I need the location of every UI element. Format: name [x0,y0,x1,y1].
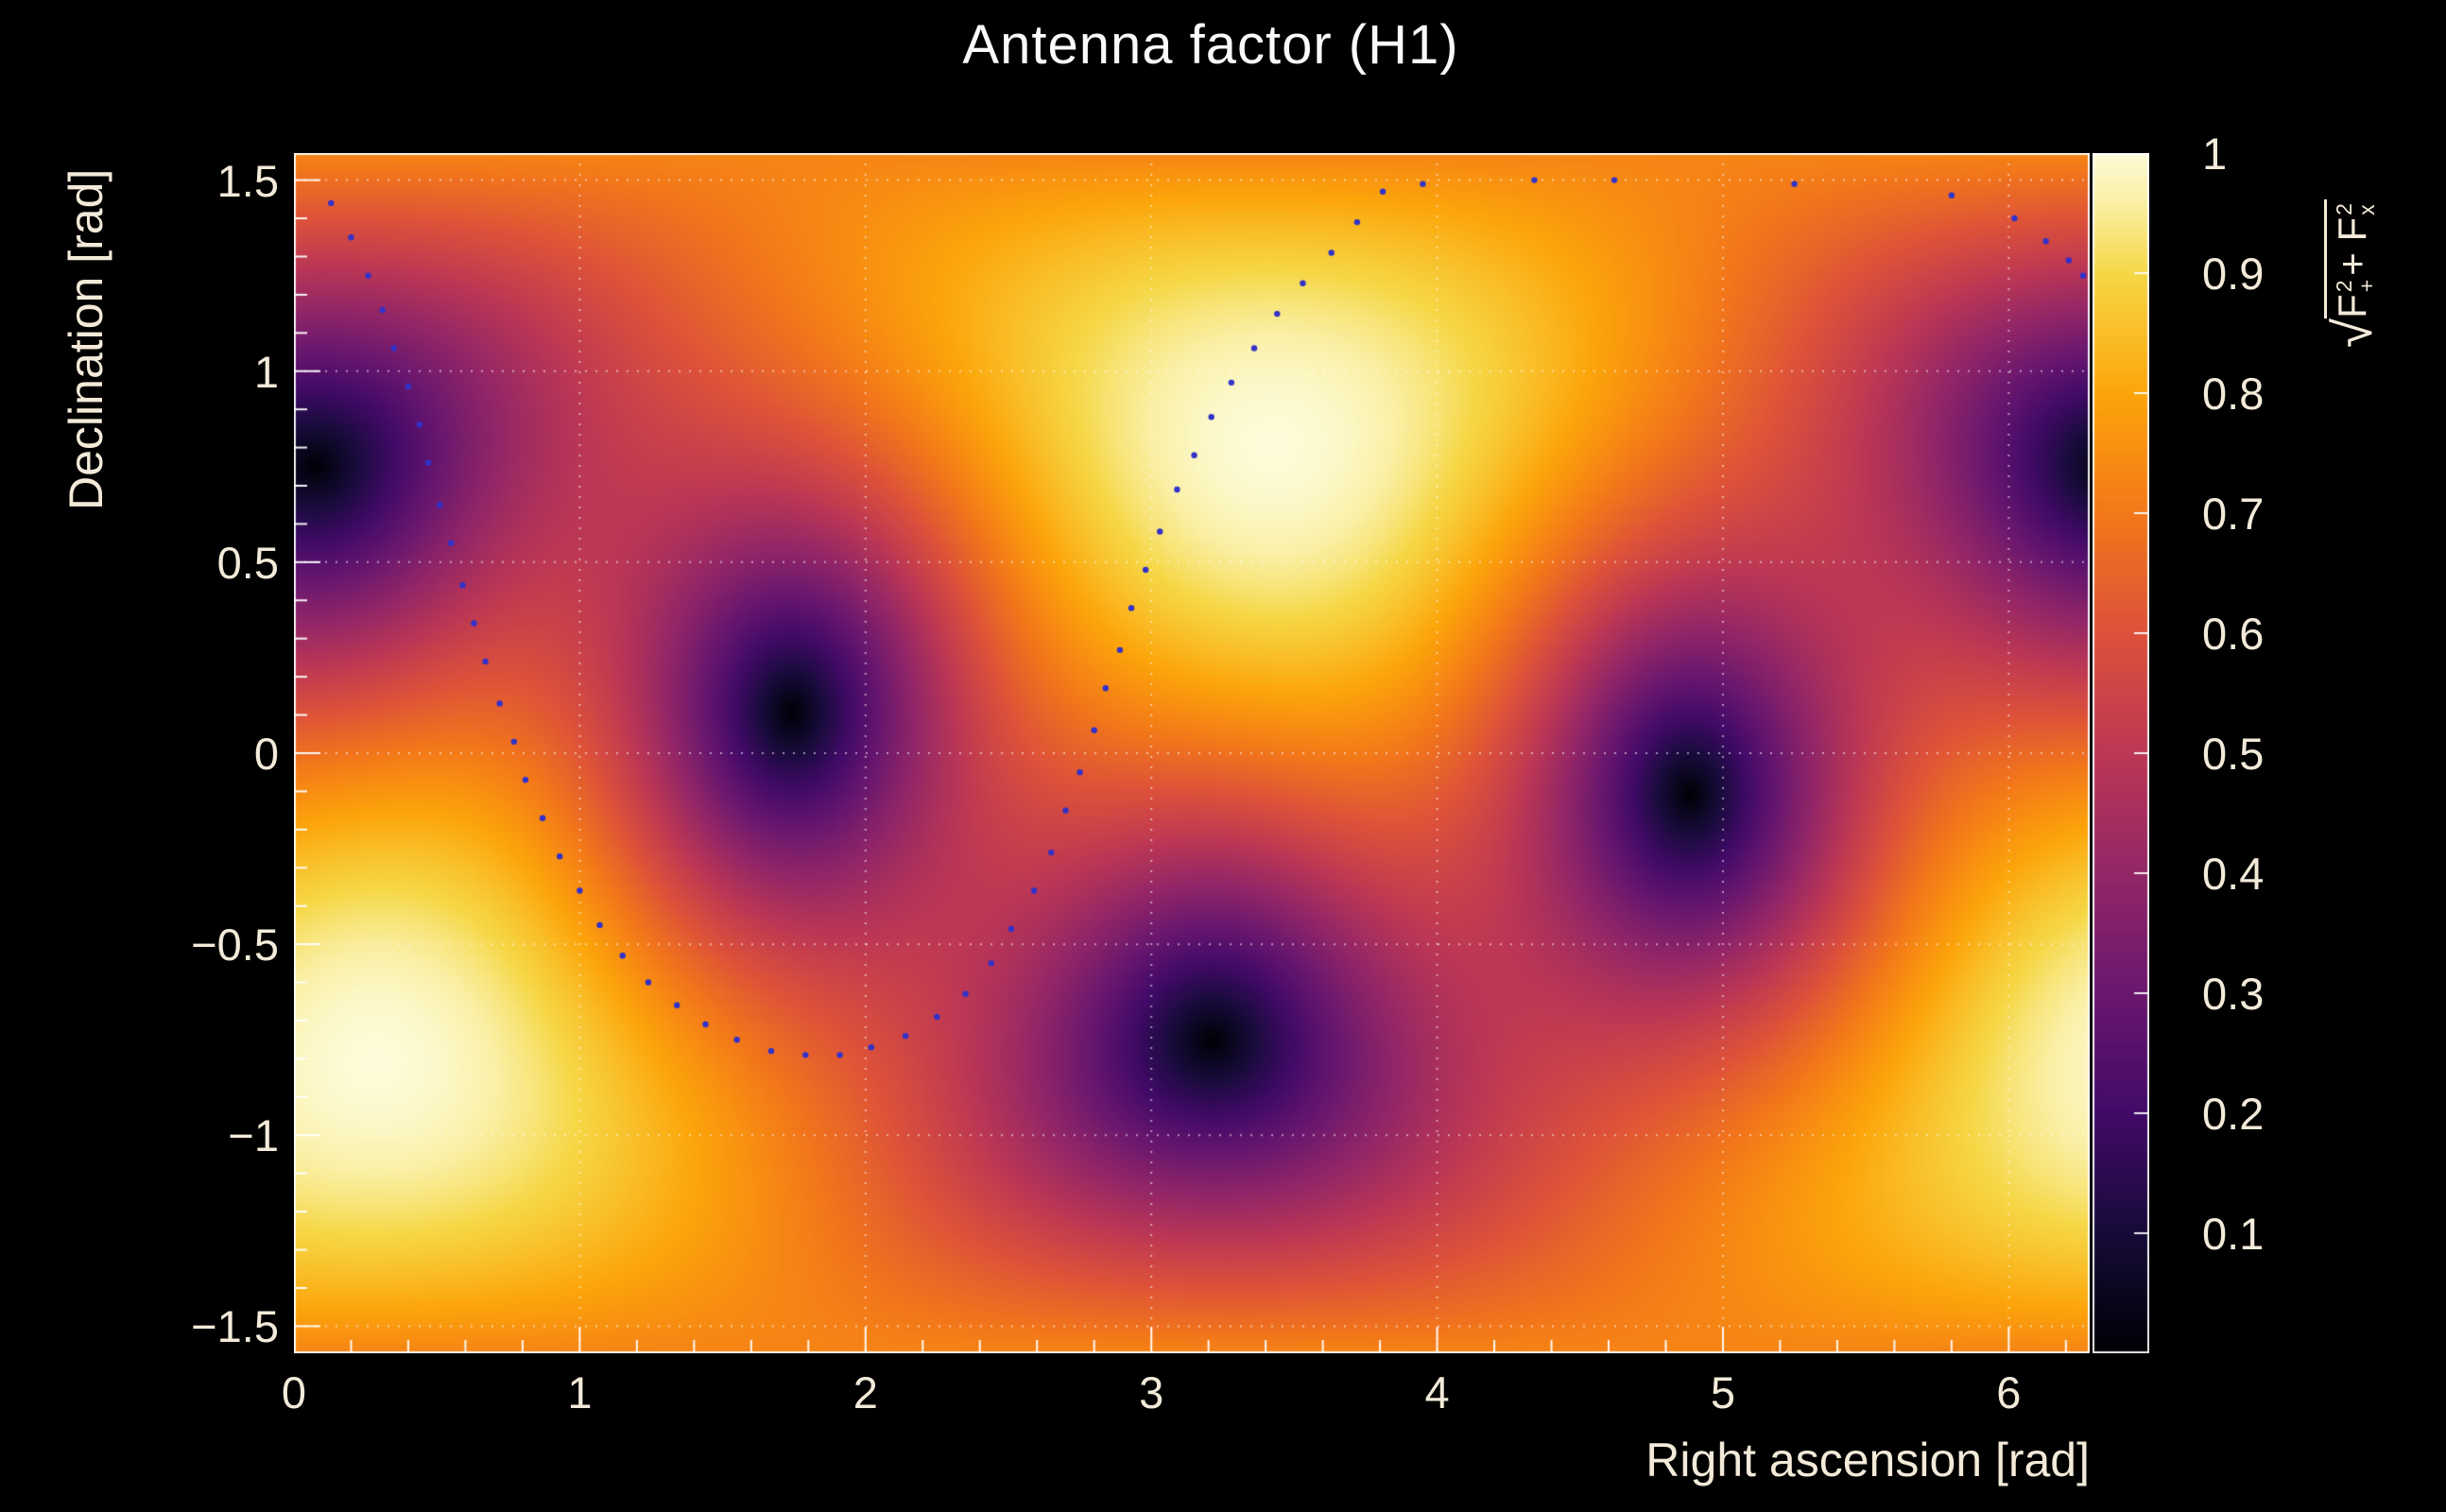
x-tick-label: 1 [567,1367,593,1418]
x-tick-label: 3 [1139,1367,1164,1418]
colorbar-tick-label: 0.9 [2202,249,2265,299]
z-term2: F [2330,216,2374,242]
chart-title: Antenna factor (H1) [962,14,1459,76]
colorbar-tick-label: 0.5 [2202,729,2265,779]
z-operator: + [2330,252,2374,276]
z-term1: F [2330,294,2374,318]
z-term2-sub: x [2353,204,2379,215]
y-tick-label: 1 [253,346,279,397]
colorbar-tick-label: 0.3 [2202,969,2265,1019]
colorbar-tick-label: 0.2 [2202,1089,2265,1139]
colorbar-tick-label: 0.7 [2202,489,2265,539]
y-tick-label: 1.5 [216,155,279,206]
y-tick-label: 0 [253,729,279,779]
sqrt-symbol: √ [2324,318,2384,348]
y-tick-label: 0.5 [216,537,279,588]
x-axis-title: Right ascension [rad] [1645,1434,2090,1486]
y-tick-label: −1 [228,1110,279,1161]
x-tick-label: 5 [1710,1367,1736,1418]
y-axis-title: Declination [rad] [60,168,112,510]
colorbar-tick-label: 0.8 [2202,369,2265,419]
colorbar-tick-label: 0.6 [2202,609,2265,659]
x-tick-label: 0 [281,1367,307,1418]
colorbar [2093,153,2149,1353]
z-term1-sub: + [2353,279,2379,293]
x-tick-label: 2 [853,1367,878,1418]
x-tick-label: 4 [1424,1367,1450,1418]
y-tick-label: −0.5 [191,919,279,971]
colorbar-tick-label: 0.1 [2202,1209,2265,1259]
z-term2-sup: 2 [2331,203,2356,215]
z-term1-sup: 2 [2331,280,2356,293]
y-tick-label: −1.5 [191,1301,279,1352]
colorbar-tick-label: 1 [2202,129,2228,179]
heatmap-plot-area [294,153,2090,1353]
colorbar-tick-label: 0.4 [2202,849,2265,899]
x-tick-label: 6 [1996,1367,2022,1418]
